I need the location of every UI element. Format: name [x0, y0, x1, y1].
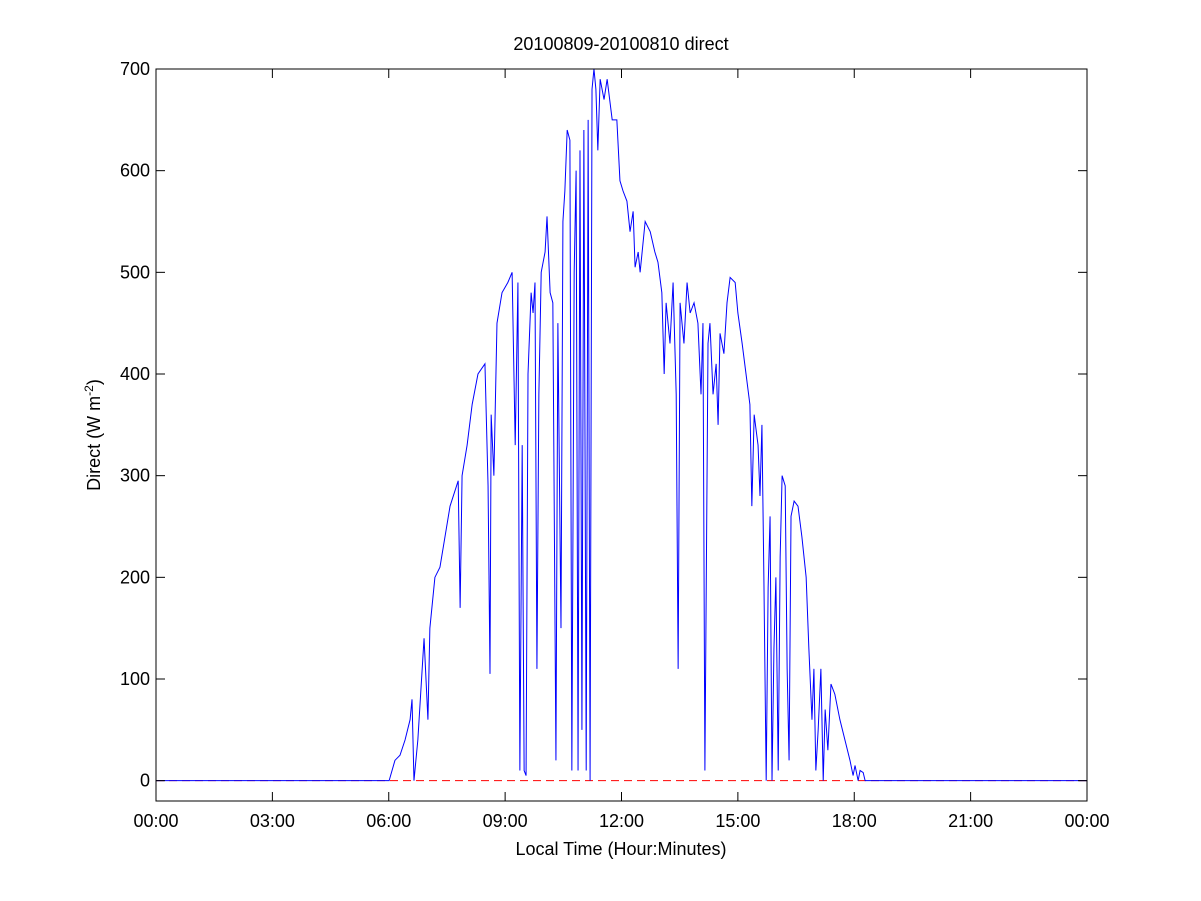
y-tick-label: 300 [120, 466, 150, 486]
x-tick-label: 21:00 [948, 811, 993, 831]
y-axis-label-text: Direct (W m [84, 396, 104, 491]
x-tick-label: 00:00 [1064, 811, 1109, 831]
y-tick-label: 100 [120, 669, 150, 689]
y-tick-label: 500 [120, 262, 150, 282]
x-tick-label: 03:00 [250, 811, 295, 831]
x-tick-label: 00:00 [133, 811, 178, 831]
x-tick-label: 15:00 [715, 811, 760, 831]
x-tick-label: 12:00 [599, 811, 644, 831]
y-axis-label: Direct (W m-2) [82, 379, 104, 491]
chart-title: 20100809-20100810 direct [513, 34, 728, 54]
data-line [156, 68, 1087, 782]
x-tick-label: 06:00 [366, 811, 411, 831]
y-tick-label: 200 [120, 567, 150, 587]
y-tick-label: 400 [120, 364, 150, 384]
x-axis-label: Local Time (Hour:Minutes) [515, 839, 726, 859]
y-tick-label: 600 [120, 161, 150, 181]
y-tick-label: 0 [140, 771, 150, 791]
x-tick-label: 18:00 [832, 811, 877, 831]
x-tick-label: 09:00 [483, 811, 528, 831]
y-tick-label: 700 [120, 59, 150, 79]
y-axis-label-suffix: ) [84, 379, 104, 385]
y-axis-label-superscript: -2 [82, 385, 96, 396]
